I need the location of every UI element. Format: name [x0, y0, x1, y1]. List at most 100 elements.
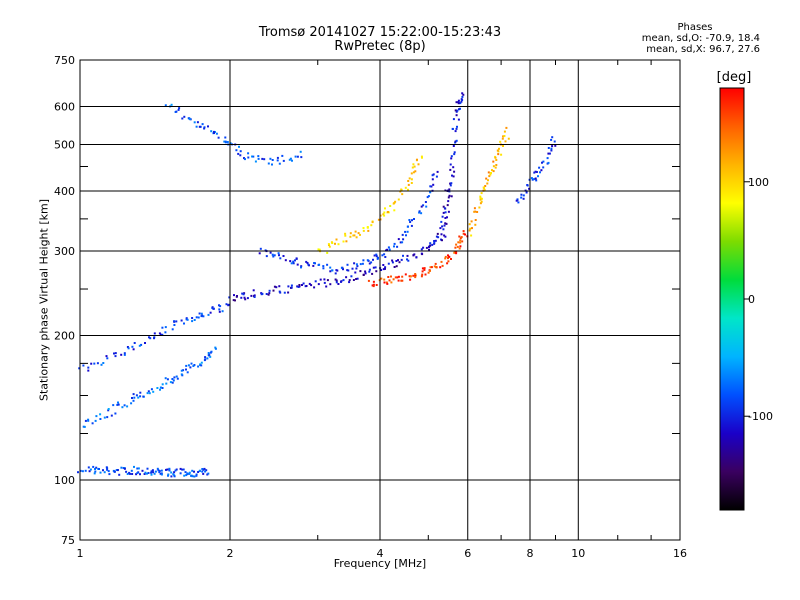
echo-point [501, 137, 504, 140]
echo-point [397, 275, 400, 278]
echo-point [382, 264, 385, 266]
echo-point [283, 291, 286, 294]
echo-point [433, 265, 436, 268]
echo-point [444, 217, 447, 219]
echo-point [173, 471, 176, 474]
echo-point [236, 295, 238, 297]
echo-point [429, 185, 432, 188]
echo-point [406, 254, 409, 257]
colorbar-tick-label: -100 [748, 410, 773, 423]
echo-point [547, 161, 550, 164]
echo-point [443, 207, 446, 210]
echo-point [322, 267, 325, 270]
echo-point [99, 418, 102, 420]
echo-point [175, 110, 178, 113]
echo-point [444, 211, 447, 214]
echo-point [302, 282, 305, 285]
echo-point [153, 332, 156, 335]
echo-point [195, 316, 198, 319]
echo-point [157, 469, 160, 472]
echo-point [160, 469, 163, 472]
echo-point [191, 317, 194, 319]
echo-point [551, 136, 554, 139]
x-tick-label: 16 [673, 547, 687, 560]
echo-point [193, 475, 196, 478]
echo-point [447, 196, 450, 199]
echo-point [112, 404, 115, 407]
echo-point [210, 350, 213, 353]
echo-point [442, 211, 445, 214]
echo-point [271, 163, 273, 166]
echo-point [289, 260, 292, 263]
echo-point [374, 266, 377, 269]
echo-point [195, 125, 198, 128]
echo-point [450, 258, 452, 260]
echo-point [410, 178, 413, 181]
echo-point [193, 121, 196, 124]
echo-point [107, 409, 110, 412]
echo-point [93, 362, 96, 365]
echo-point [198, 125, 201, 128]
echo-point [211, 306, 214, 309]
x-axis-label: Frequency [MHz] [333, 557, 427, 570]
echo-point [352, 279, 355, 281]
echo-point [319, 278, 322, 281]
echo-point [326, 251, 329, 254]
echo-point [397, 259, 399, 262]
echo-point [207, 472, 210, 475]
echo-point [441, 264, 444, 267]
echo-point [102, 362, 105, 364]
echo-point [190, 474, 193, 477]
grid-lines [80, 60, 680, 540]
echo-point [361, 262, 364, 265]
echo-point [480, 192, 483, 195]
echo-point [250, 294, 253, 297]
echo-point [326, 263, 329, 266]
echo-point [547, 147, 550, 149]
echo-point [384, 207, 386, 210]
echo-point [164, 104, 167, 107]
echo-point [452, 166, 455, 169]
echo-point [535, 179, 538, 182]
echo-point [410, 182, 413, 184]
echo-point [479, 197, 482, 199]
echo-point [413, 165, 416, 168]
echo-point [298, 285, 301, 288]
echo-point [409, 221, 412, 223]
echo-point [82, 425, 85, 428]
echo-point [195, 473, 198, 476]
echo-point [429, 191, 432, 194]
echo-point [196, 121, 199, 124]
echo-point [175, 320, 178, 323]
echo-point [116, 403, 119, 406]
echo-point [345, 276, 348, 279]
echo-point [383, 253, 386, 256]
echo-point [100, 363, 103, 366]
echo-point [424, 201, 427, 203]
echo-point [385, 249, 387, 252]
echo-point [440, 220, 443, 223]
echo-point [359, 233, 361, 236]
x-tick-label: 2 [227, 547, 234, 560]
echo-point [440, 260, 443, 263]
echo-point [401, 279, 404, 282]
echo-point [287, 291, 290, 294]
echo-point [420, 205, 423, 208]
echo-point [292, 260, 295, 263]
echo-point [433, 241, 436, 244]
echo-point [181, 468, 184, 471]
echo-point [276, 156, 279, 159]
echo-point [208, 354, 211, 357]
echo-point [455, 139, 458, 142]
echo-point [281, 154, 284, 157]
echo-point [232, 299, 235, 302]
echo-point [174, 469, 177, 472]
echo-point [273, 285, 276, 288]
echo-point [447, 210, 450, 213]
echo-point [161, 326, 164, 329]
echo-point [404, 230, 407, 233]
echo-point [342, 268, 344, 271]
echo-point [540, 169, 543, 172]
echo-point [186, 318, 189, 321]
echo-point [431, 243, 434, 246]
